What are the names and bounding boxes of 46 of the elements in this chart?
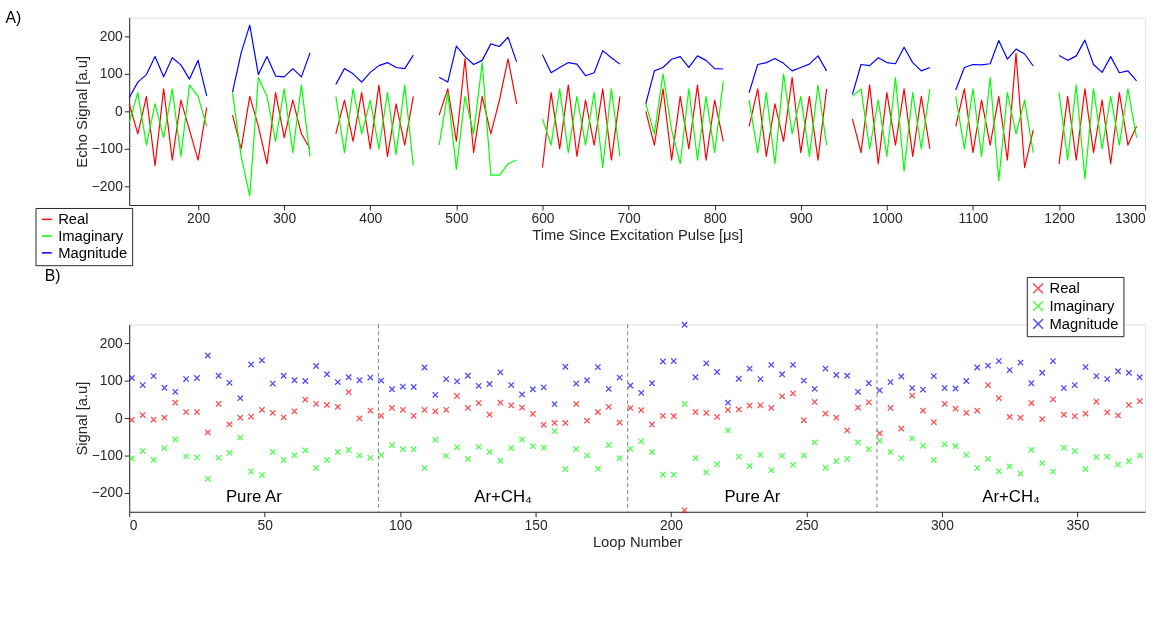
legend-label: Magnitude	[58, 244, 128, 261]
annotation: Ar+CH₄	[982, 486, 1040, 506]
chart-title: A)	[5, 8, 22, 26]
x-tick-label: 250	[795, 518, 819, 534]
x-tick-label: 1000	[872, 211, 904, 227]
x-tick-label: 350	[1066, 518, 1090, 534]
x-tick-label: 600	[531, 211, 555, 227]
legend-label: Imaginary	[58, 228, 124, 245]
chart-title: B)	[44, 267, 61, 285]
y-tick-label: 0	[115, 410, 124, 426]
x-tick-label: 700	[617, 211, 641, 227]
x-tick-label: 100	[389, 518, 413, 534]
x-tick-label: 1300	[1114, 211, 1146, 227]
y-axis-title: Signal [a.u]	[73, 381, 90, 456]
x-tick-label: 800	[703, 211, 727, 227]
x-tick-label: 400	[359, 211, 383, 227]
x-axis-title: Loop Number	[592, 533, 683, 550]
legend-label: Magnitude	[1049, 315, 1119, 332]
x-tick-label: 500	[445, 211, 469, 227]
legend-label: Imaginary	[1049, 298, 1115, 315]
legend-label: Real	[1049, 280, 1080, 297]
x-axis-title: Time Since Excitation Pulse [μs]	[532, 227, 744, 244]
y-axis-title: Echo Signal [a.u]	[73, 55, 90, 168]
x-tick-label: 900	[789, 211, 814, 227]
x-tick-label: 0	[129, 518, 138, 534]
y-tick-label: −200	[91, 485, 124, 501]
annotation: Ar+CH₄	[474, 486, 533, 506]
x-tick-label: 300	[273, 211, 297, 227]
y-tick-label: 0	[115, 103, 124, 119]
y-tick-label: 200	[99, 335, 124, 351]
x-tick-label: 300	[930, 518, 955, 534]
y-tick-label: 100	[99, 373, 124, 389]
y-tick-label: 200	[99, 28, 124, 44]
y-tick-label: −100	[91, 448, 124, 463]
x-tick-label: 50	[257, 518, 274, 534]
annotation: Pure Ar	[225, 486, 283, 506]
x-tick-label: 150	[524, 518, 548, 534]
y-tick-label: 100	[99, 66, 124, 82]
x-tick-label: 1100	[958, 211, 989, 227]
x-tick-label: 200	[660, 518, 684, 534]
x-tick-label: 1200	[1044, 211, 1076, 227]
x-tick-label: 200	[187, 211, 211, 227]
legend-label: Real	[58, 211, 89, 228]
y-tick-label: −100	[91, 141, 124, 157]
annotation: Pure Ar	[724, 486, 781, 506]
y-tick-label: −200	[91, 178, 124, 194]
